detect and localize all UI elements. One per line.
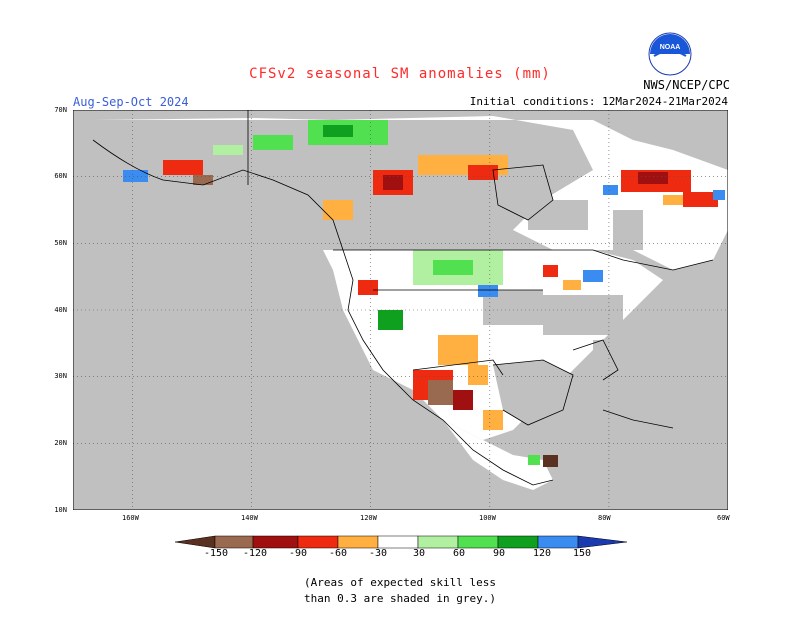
legend-label: -90 — [289, 548, 308, 559]
skill-note-line2: than 0.3 are shaded in grey.) — [303, 592, 497, 605]
legend-swatch-lt-150 — [175, 535, 216, 549]
anomaly-blocks — [123, 120, 725, 467]
skill-note-line1: (Areas of expected skill less — [303, 576, 497, 589]
logo-text: NOAA — [660, 44, 681, 51]
legend-label: -30 — [369, 548, 388, 559]
lon-label-60w: 60W — [717, 514, 730, 522]
legend-swatch-90-120 — [497, 535, 539, 549]
color-legend — [175, 535, 628, 549]
noaa-logo: NOAA — [648, 32, 692, 76]
legend-label: 60 — [453, 548, 466, 559]
forecast-period: Aug-Sep-Oct 2024 — [73, 95, 189, 109]
legend-label: 120 — [533, 548, 552, 559]
legend-swatch-60-90 — [457, 535, 499, 549]
legend-swatch-120-150 — [537, 535, 579, 549]
legend-label: -150 — [204, 548, 229, 559]
graticule — [73, 110, 728, 510]
lat-label-60n: 60N — [54, 172, 67, 180]
lon-label-80w: 80W — [598, 514, 611, 522]
legend-swatch-30-30 — [377, 535, 419, 549]
soil-moisture-map — [73, 110, 728, 510]
legend-swatch-gt-150 — [577, 535, 628, 549]
legend-label: 90 — [493, 548, 506, 559]
lon-label-100w: 100W — [479, 514, 496, 522]
legend-label: -60 — [329, 548, 348, 559]
lon-label-120w: 120W — [360, 514, 377, 522]
legend-swatch-150-120 — [214, 535, 254, 549]
legend-swatch-90-60 — [297, 535, 339, 549]
initial-conditions: Initial conditions: 12Mar2024-21Mar2024 — [469, 95, 728, 108]
legend-swatch-120-90 — [252, 535, 299, 549]
agency-label: NWS/NCEP/CPC — [643, 78, 730, 92]
political-boundaries — [92, 110, 714, 486]
lat-label-20n: 20N — [54, 439, 67, 447]
lon-label-160w: 160W — [122, 514, 139, 522]
legend-label: 30 — [413, 548, 426, 559]
lat-label-50n: 50N — [54, 239, 67, 247]
lon-label-140w: 140W — [241, 514, 258, 522]
lat-label-30n: 30N — [54, 372, 67, 380]
skill-note: (Areas of expected skill less than 0.3 a… — [0, 575, 800, 607]
legend-swatch-30-60 — [417, 535, 459, 549]
lat-label-40n: 40N — [54, 306, 67, 314]
map-title: CFSv2 seasonal SM anomalies (mm) — [249, 66, 551, 82]
lat-label-10n: 10N — [54, 506, 67, 514]
legend-label: 150 — [573, 548, 592, 559]
lat-label-70n: 70N — [54, 106, 67, 114]
legend-swatch-60-30 — [337, 535, 379, 549]
legend-label: -120 — [243, 548, 268, 559]
